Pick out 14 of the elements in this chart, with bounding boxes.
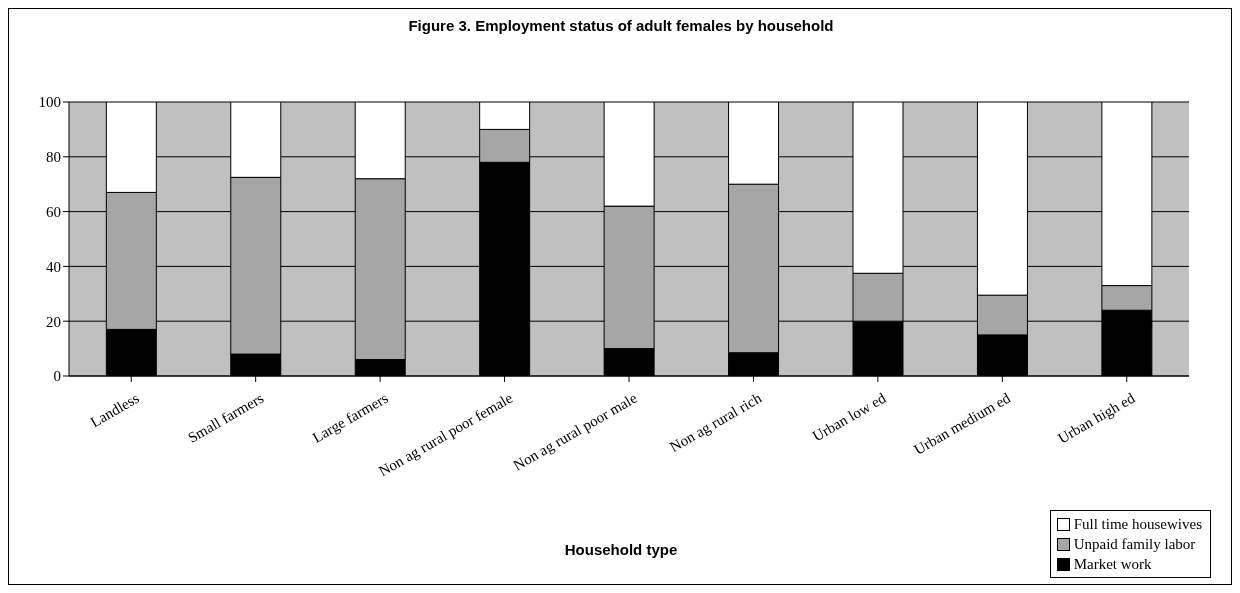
y-tick-label: 100 <box>38 94 61 111</box>
x-tick-label: Urban low ed <box>809 389 890 445</box>
x-tick-label: Urban high ed <box>1055 389 1138 447</box>
y-tick-label: 20 <box>46 313 61 330</box>
y-tick-label: 60 <box>46 203 61 220</box>
y-tick-label: 0 <box>53 368 61 385</box>
x-axis-title: Household type <box>564 541 678 558</box>
legend-label: Market work <box>1073 555 1152 574</box>
legend-label: Unpaid family labor <box>1073 535 1196 554</box>
y-tick-label: 80 <box>46 149 61 166</box>
chart-title: Figure 3. Employment status of adult females by household <box>407 17 835 34</box>
y-tick-label: 40 <box>46 258 61 275</box>
legend-label: Full time housewives <box>1073 515 1202 534</box>
x-tick-label: Non ag rural rich <box>667 389 765 456</box>
